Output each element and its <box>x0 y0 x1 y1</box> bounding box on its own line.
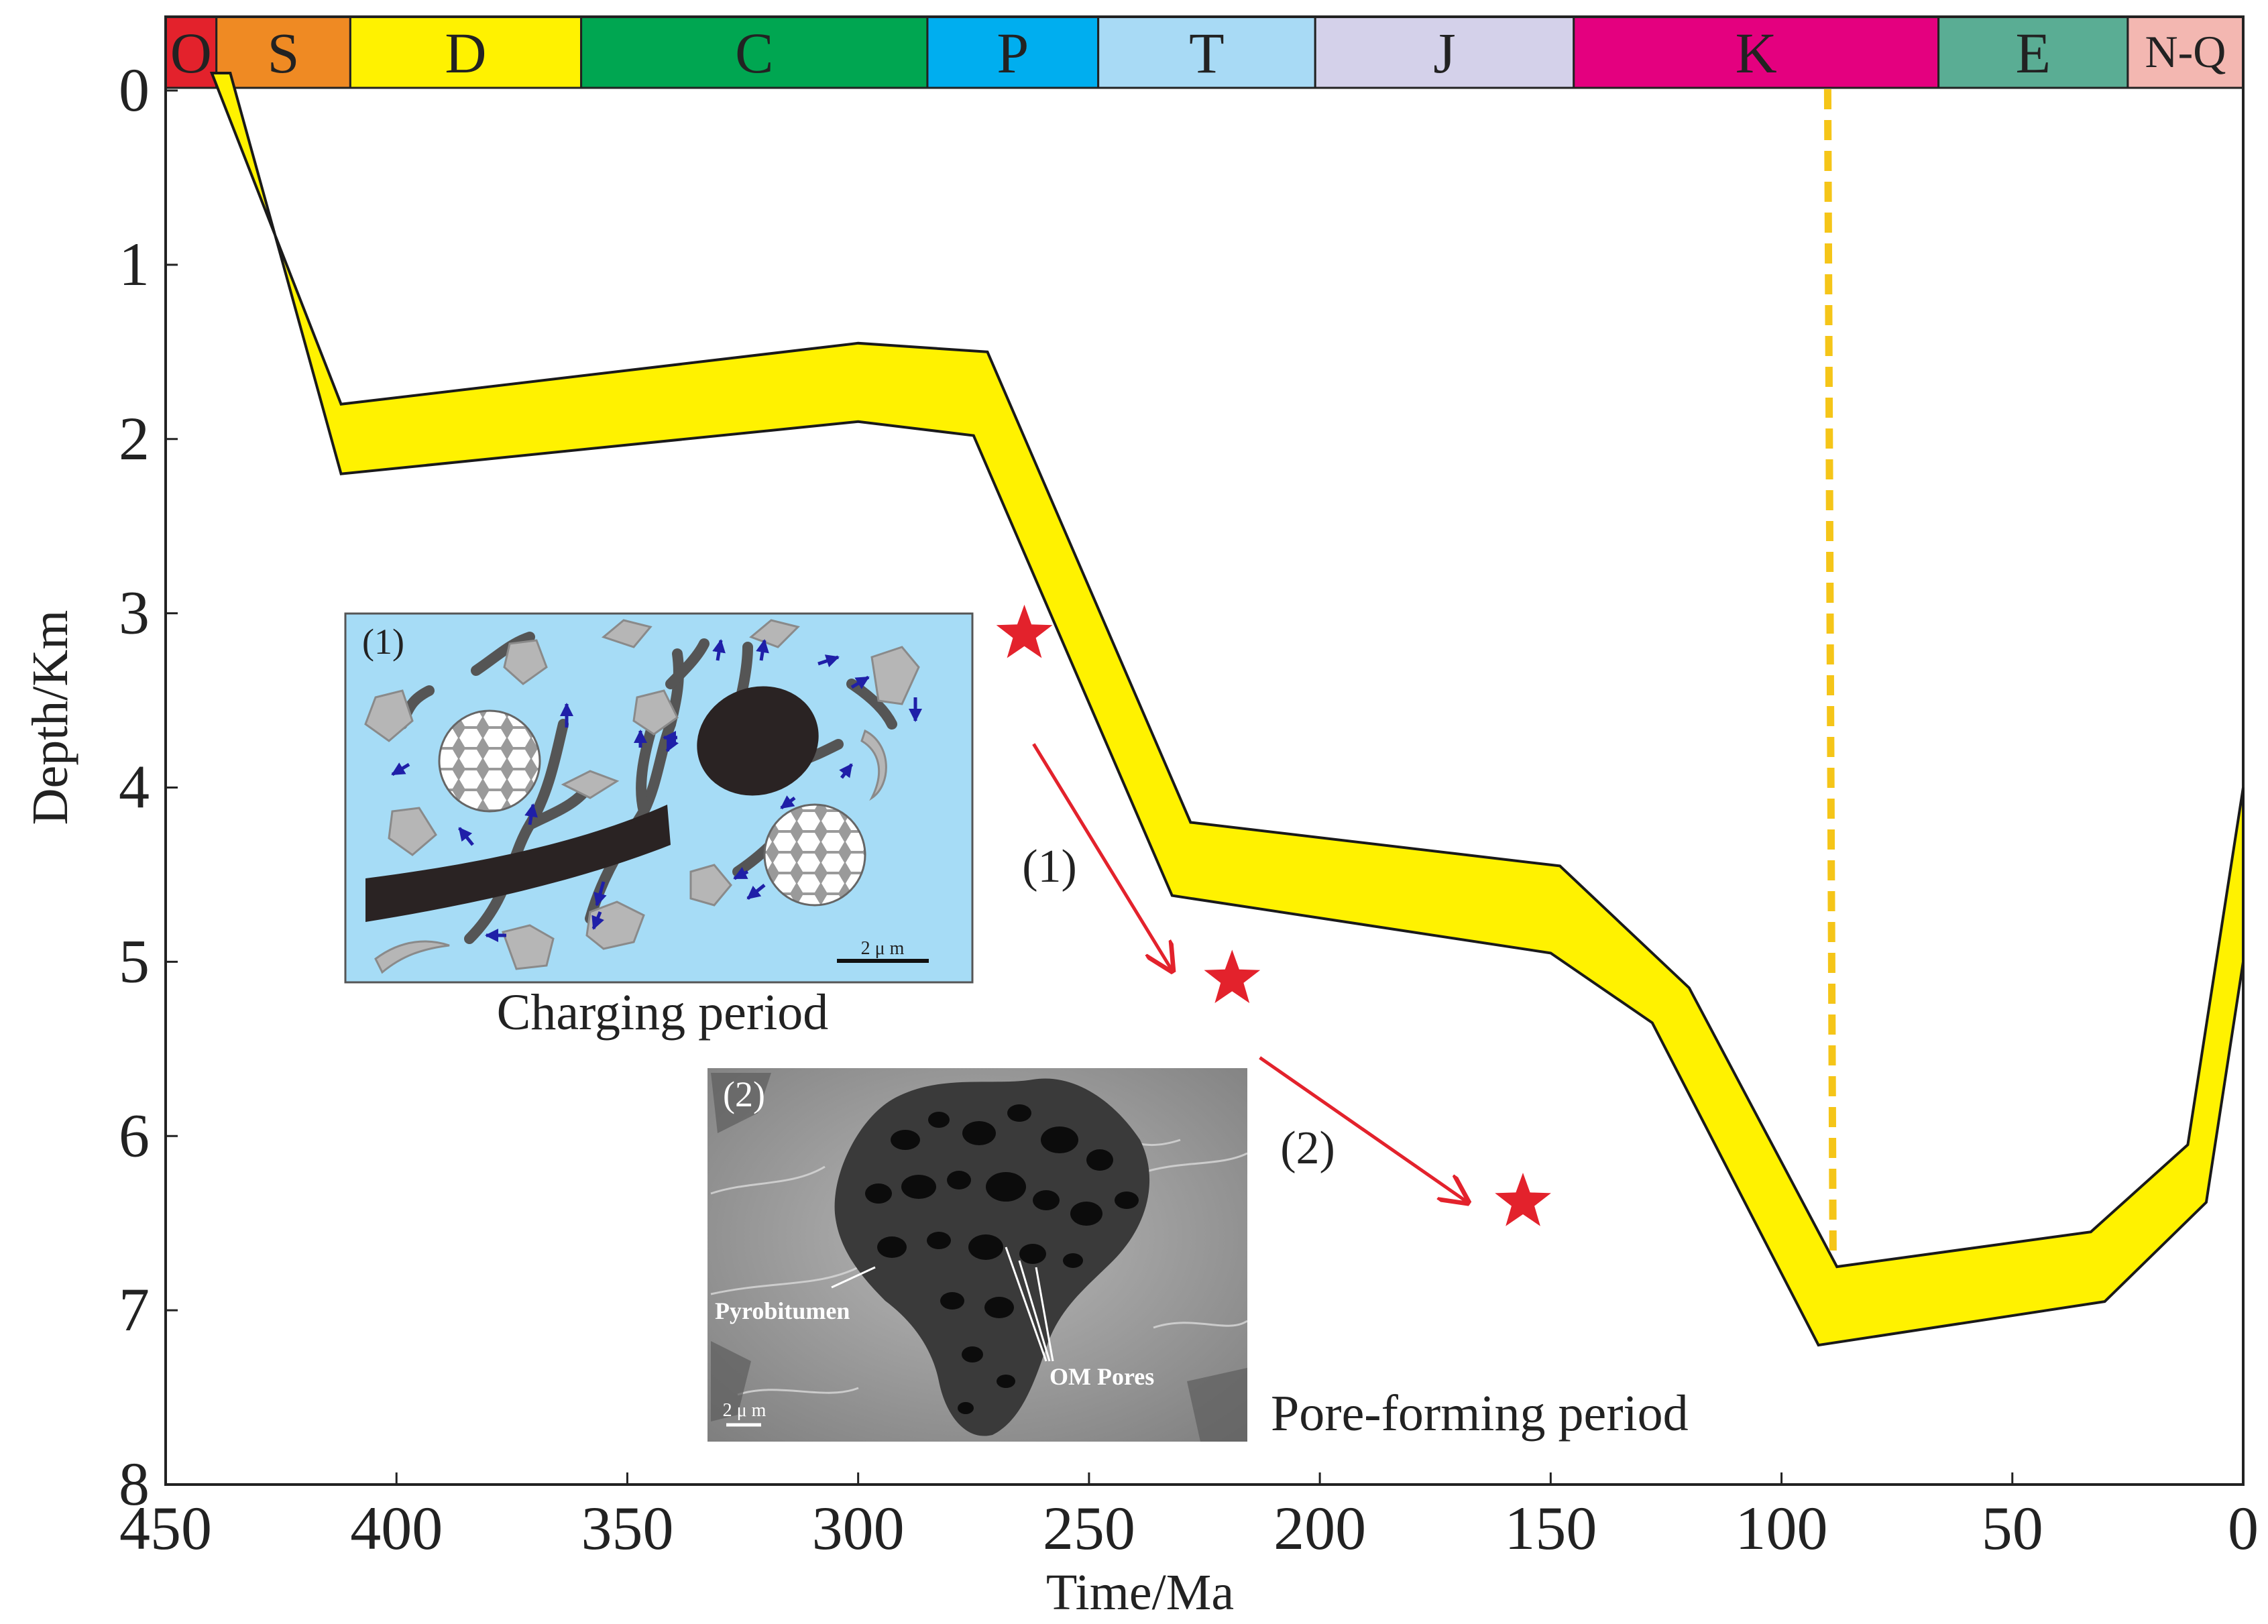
pyrobitumen-label: Pyrobitumen <box>715 1297 850 1324</box>
x-tick-label-1: 400 <box>350 1494 443 1562</box>
x-tick-label-5: 200 <box>1273 1494 1366 1562</box>
burial-band-layer <box>209 72 2245 1347</box>
period-label-1: S <box>268 21 300 85</box>
om-pores-label: OM Pores <box>1050 1363 1154 1390</box>
x-tick-label-3: 300 <box>812 1494 905 1562</box>
star-3-marker <box>1495 1173 1551 1226</box>
charging-caption: Charging period <box>497 984 829 1041</box>
period-cell-6 <box>1314 15 1575 89</box>
migration-arrow-1 <box>1032 743 1172 971</box>
x-tick-label-7: 100 <box>1736 1494 1828 1562</box>
framboid-2 <box>763 803 866 907</box>
migration-arrow-2 <box>1259 1056 1468 1202</box>
framboid-1 <box>438 709 541 813</box>
reference-line-layer <box>1823 89 1837 1259</box>
organic-matter-streak <box>365 805 671 922</box>
y-tick-label-3: 3 <box>119 579 150 647</box>
y-tick-label-1: 1 <box>119 230 150 298</box>
x-axis-ticks: 450 400 350 300 250 200 150 100 50 0 <box>119 1472 2259 1562</box>
x-tick-label-4: 250 <box>1043 1494 1135 1562</box>
period-label-2: D <box>445 21 486 85</box>
period-cell-5 <box>1097 15 1316 89</box>
marker-layer <box>996 604 1551 1226</box>
charging-schematic: 2 μ m <box>364 619 929 974</box>
x-tick-label-9: 0 <box>2228 1494 2259 1562</box>
charging-scale-text: 2 μ m <box>861 938 905 959</box>
y-tick-label-7: 7 <box>119 1275 150 1344</box>
period-cell-7 <box>1573 15 1940 89</box>
organic-matter-blob <box>697 686 819 796</box>
y-tick-label-5: 5 <box>119 927 150 995</box>
pore-forming-inset: Pyrobitumen OM Pores 2 μ m (2) <box>707 1068 1247 1442</box>
x-tick-label-6: 150 <box>1504 1494 1597 1562</box>
charging-inset: 2 μ m (1) <box>344 612 974 984</box>
x-tick-label-0: 450 <box>119 1494 212 1562</box>
period-label-8: E <box>2015 21 2051 85</box>
period-cell-1 <box>215 15 351 89</box>
x-axis-label: Time/Ma <box>1046 1564 1234 1621</box>
period-label-6: J <box>1433 21 1455 85</box>
star-1-marker <box>996 604 1053 658</box>
period-cell-4 <box>926 15 1100 89</box>
charging-inset-number: (1) <box>362 622 404 662</box>
period-label-7: K <box>1736 21 1777 85</box>
y-tick-label-6: 6 <box>119 1101 150 1169</box>
pore-forming-caption: Pore-forming period <box>1271 1385 1689 1442</box>
period-label-3: C <box>735 21 773 85</box>
period-label-0: O <box>170 21 212 85</box>
period-label-9: N-Q <box>2145 26 2226 77</box>
y-tick-label-4: 4 <box>119 753 150 821</box>
arrow-layer: (1) (2) <box>1022 743 1468 1202</box>
y-axis-ticks: 0 1 2 3 4 5 6 7 8 <box>119 56 178 1518</box>
arrow-label-1: (1) <box>1022 841 1077 892</box>
period-label-5: T <box>1189 21 1225 85</box>
burial-band-0 <box>209 72 2245 1347</box>
plot-frame <box>164 15 2245 1486</box>
arrow-label-2: (2) <box>1280 1122 1335 1174</box>
period-label-4: P <box>997 21 1029 85</box>
pore-inset-number: (2) <box>723 1074 765 1114</box>
charging-inset-frame <box>344 612 974 984</box>
period-cell-9 <box>2127 15 2245 89</box>
period-cell-8 <box>1937 15 2129 89</box>
pore-scale-text: 2 μ m <box>723 1400 767 1421</box>
y-tick-label-0: 0 <box>119 56 150 124</box>
x-tick-label-2: 350 <box>581 1494 673 1562</box>
reference-line-0 <box>1823 89 1837 1259</box>
y-axis-label: Depth/Km <box>22 610 78 825</box>
y-tick-label-2: 2 <box>119 404 150 473</box>
x-tick-label-8: 50 <box>1982 1494 2043 1562</box>
y-tick-label-8: 8 <box>119 1450 150 1518</box>
star-2-marker <box>1204 949 1261 1003</box>
geologic-period-bar: O S D C P T J K E N-Q <box>164 15 2245 89</box>
